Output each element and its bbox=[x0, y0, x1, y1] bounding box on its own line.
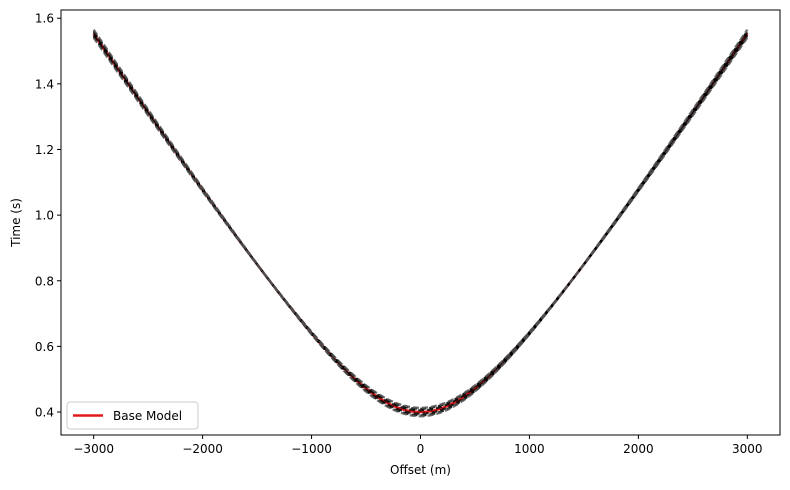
legend-entry-base-model: Base Model bbox=[113, 409, 182, 423]
legend-box bbox=[66, 401, 199, 430]
x-tick-label: 1000 bbox=[514, 442, 545, 456]
y-tick-label: 1.2 bbox=[35, 143, 54, 157]
x-axis: −3000 −2000 −1000 0 1000 2000 3000 bbox=[73, 435, 763, 456]
x-tick-label: −1000 bbox=[291, 442, 332, 456]
y-tick-label: 1.0 bbox=[35, 209, 54, 223]
curves-group bbox=[92, 28, 749, 418]
legend: Base Model bbox=[66, 401, 199, 430]
series-realization-4 bbox=[92, 35, 749, 410]
y-tick-label: 1.4 bbox=[35, 77, 54, 91]
x-tick-label: 3000 bbox=[732, 442, 763, 456]
series-realization-5 bbox=[92, 28, 749, 418]
y-tick-label: 0.4 bbox=[35, 406, 54, 420]
y-tick-label: 0.8 bbox=[35, 274, 54, 288]
y-tick-label: 0.6 bbox=[35, 340, 54, 354]
x-axis-label: Offset (m) bbox=[390, 463, 451, 477]
x-tick-label: 2000 bbox=[623, 442, 654, 456]
y-axis-label: Time (s) bbox=[9, 198, 23, 248]
x-tick-label: −3000 bbox=[73, 442, 114, 456]
y-tick-label: 1.6 bbox=[35, 12, 54, 26]
x-tick-label: −2000 bbox=[182, 442, 223, 456]
y-axis: 0.4 0.6 0.8 1.0 1.2 1.4 1.6 bbox=[35, 12, 61, 420]
x-tick-label: 0 bbox=[417, 442, 425, 456]
